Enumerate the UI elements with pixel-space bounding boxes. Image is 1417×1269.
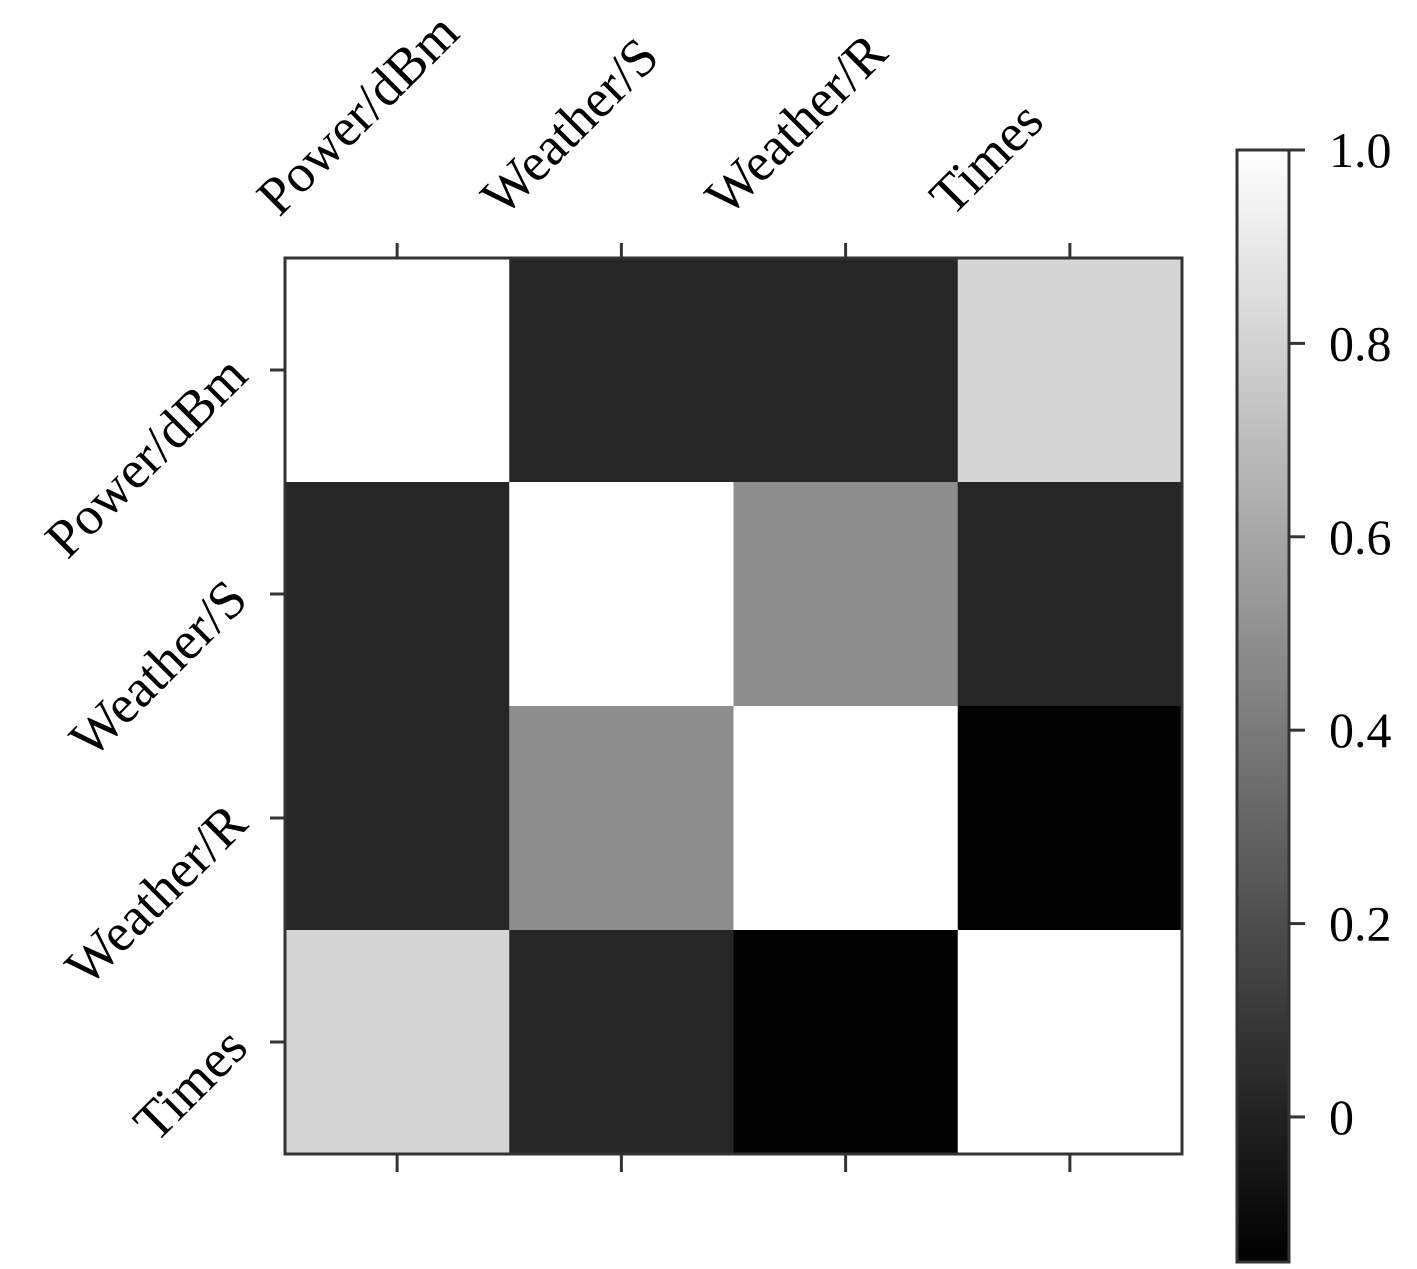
heatmap-cell-r1-c3	[957, 482, 1183, 707]
colorbar-tick-label: 0.4	[1329, 702, 1392, 758]
heatmap-cell-r0-c3	[957, 258, 1183, 483]
x-axis-ticks	[395, 243, 1072, 1172]
y-tick-label: Weather/R	[54, 792, 259, 997]
x-tick-label: Weather/R	[694, 22, 899, 227]
heatmap-cell-r2-c0	[285, 706, 510, 931]
heatmap-cell-r3-c1	[509, 930, 734, 1155]
heatmap-cell-r2-c3	[957, 706, 1183, 931]
heatmap-cell-r0-c2	[733, 258, 959, 483]
colorbar-tick-labels: 0 0.2 0.4 0.6 0.8 1.0	[1329, 122, 1392, 1145]
heatmap-cells	[285, 258, 1183, 1155]
x-tick-label: Times	[918, 90, 1055, 227]
colorbar-tick-label: 1.0	[1329, 122, 1392, 178]
y-tick-label: Weather/S	[58, 568, 259, 769]
y-axis-ticks	[270, 368, 285, 1044]
plot-frame	[283, 256, 1184, 1156]
heatmap-cell-r3-c3	[957, 930, 1183, 1155]
heatmap-cell-r2-c1	[509, 706, 734, 931]
y-tick-label: Power/dBm	[34, 344, 259, 569]
heatmap-cell-r3-c2	[733, 930, 959, 1155]
heatmap-cell-r1-c0	[285, 482, 510, 707]
colorbar-ticks	[1289, 148, 1305, 1119]
y-tick-label: Times	[122, 1016, 259, 1153]
heatmap-cell-r0-c1	[509, 258, 734, 483]
heatmap-cell-r1-c2	[733, 482, 959, 707]
colorbar-tick-label: 0.8	[1329, 315, 1392, 371]
x-axis-labels: Power/dBm Weather/S Weather/R Times	[245, 2, 1054, 227]
heatmap-cell-r3-c0	[285, 930, 510, 1155]
colorbar	[1235, 148, 1291, 1264]
colorbar-tick-label: 0.6	[1329, 509, 1392, 565]
colorbar-tick-label: 0	[1329, 1089, 1354, 1145]
x-tick-label: Weather/S	[469, 26, 670, 227]
heatmap-cell-r2-c2	[733, 706, 959, 931]
x-tick-label: Power/dBm	[245, 2, 470, 227]
colorbar-tick-label: 0.2	[1329, 896, 1392, 952]
heatmap-cell-r0-c0	[285, 258, 510, 483]
heatmap-cell-r1-c1	[509, 482, 734, 707]
